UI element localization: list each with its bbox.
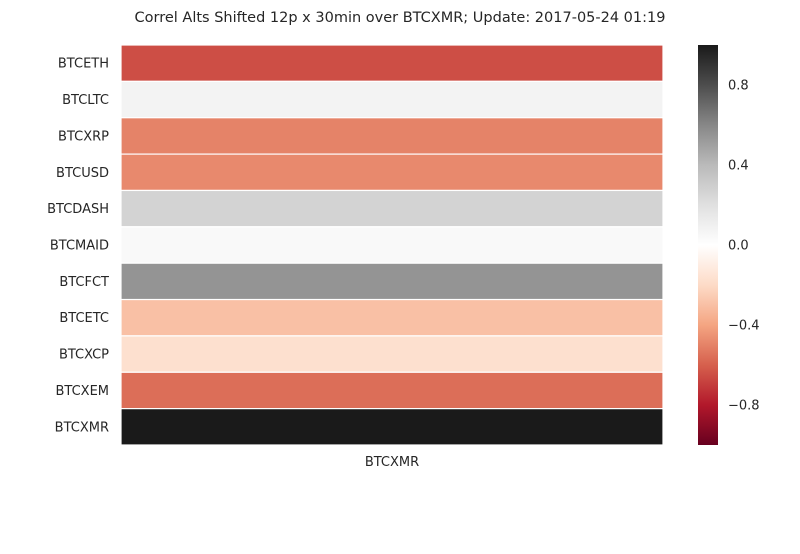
colorbar-tick-label: 0.4 (728, 159, 749, 174)
x-tick-labels: BTCXMR (365, 455, 419, 470)
colorbar-tick-label: 0.8 (728, 79, 749, 94)
heatmap-cell-btceth (120, 44, 664, 82)
heatmap-cell-btcfct (120, 262, 664, 301)
y-tick-label: BTCLTC (62, 93, 109, 108)
colorbar-tick-label: 0.0 (728, 239, 749, 254)
heatmap-cell-btcusd (120, 153, 664, 192)
y-tick-label: BTCETC (59, 311, 109, 326)
y-tick-label: BTCETH (58, 57, 109, 72)
y-tick-label: BTCXRP (58, 129, 109, 144)
y-tick-label: BTCMAID (50, 239, 109, 254)
y-tick-label: BTCXMR (55, 420, 109, 435)
colorbar (698, 45, 718, 445)
y-tick-label: BTCUSD (56, 166, 109, 181)
y-tick-label: BTCXEM (55, 384, 109, 399)
y-tick-label: BTCDASH (47, 202, 109, 217)
heatmap-cell-btcxrp (120, 117, 664, 155)
heatmap-cell-btcxcp (120, 335, 664, 373)
colorbar-tick-label: −0.4 (728, 319, 760, 334)
colorbar-tick-label: −0.8 (728, 399, 760, 414)
y-tick-label: BTCFCT (59, 275, 109, 290)
heatmap-cell-btcmaid (120, 226, 664, 264)
heatmap-cell-btcetc (120, 298, 664, 337)
y-tick-labels: BTCETH BTCLTC BTCXRP BTCUSD BTCDASH BTCMAID BT… (47, 57, 109, 436)
heatmap-cell-btcxem (120, 371, 664, 410)
colorbar-ticks: 0.8 0.4 0.0 −0.4 −0.8 (728, 79, 760, 414)
heatmap-cell-btcdash (120, 189, 664, 228)
y-tick-label: BTCXCP (59, 348, 109, 363)
heatmap-cell-btcltc (120, 80, 664, 119)
x-tick-label: BTCXMR (365, 455, 419, 470)
heatmap-cell-btcxmr (120, 408, 664, 446)
chart-title: Correl Alts Shifted 12p x 30min over BTC… (135, 10, 666, 26)
heatmap-cells (120, 44, 664, 446)
